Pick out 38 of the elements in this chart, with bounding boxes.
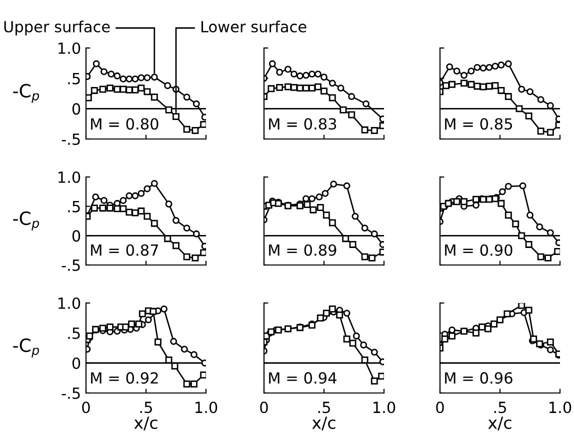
y-tick-label: .5	[68, 328, 80, 340]
y-tick-label: .5	[68, 201, 80, 212]
x-tick-label: .5	[494, 402, 506, 414]
annotation: M = 0.85	[445, 118, 512, 130]
y-tick-label: -.5	[62, 134, 80, 146]
y-tick-label: 1.0	[58, 171, 80, 184]
x-tick-label: 0	[82, 402, 90, 414]
y-tick-label: -.5	[62, 388, 80, 400]
y-tick-label: 1.0	[58, 297, 80, 310]
annotation: M = 0.90	[445, 244, 512, 256]
x-tick-label: 0	[436, 402, 444, 414]
x-tick-label: 1.0	[374, 402, 396, 414]
annotation: M = 0.96	[445, 372, 512, 384]
series-label: Upper surface	[4, 20, 110, 36]
annotation: M = 0.83	[269, 118, 336, 130]
y-tick-label: 0	[72, 103, 80, 115]
y-tick-label: .5	[68, 73, 80, 84]
y-tick-label: 0	[72, 230, 80, 242]
x-axis-title: x/c	[488, 416, 512, 430]
x-axis-title: x/c	[134, 416, 158, 430]
y-axis-title: -C$_{p}$	[13, 338, 40, 358]
y-axis-title: -C$_{p}$	[13, 84, 40, 103]
x-tick-label: 0	[260, 402, 268, 414]
annotation: M = 0.89	[269, 244, 336, 256]
annotation: M = 0.92	[91, 372, 158, 384]
x-tick-label: 1.0	[550, 402, 572, 414]
annotation: M = 0.94	[269, 372, 336, 384]
annotation: M = 0.87	[91, 244, 158, 256]
y-tick-label: 1.0	[58, 42, 80, 54]
y-tick-label: 0	[72, 357, 80, 370]
x-tick-label: .5	[140, 402, 152, 414]
x-tick-label: .5	[318, 402, 330, 414]
x-axis-title: x/c	[312, 416, 336, 430]
x-tick-label: 1.0	[196, 402, 218, 414]
text: Lower surface	[202, 20, 306, 32]
y-tick-label: -.5	[62, 260, 80, 272]
y-axis-title: -C$_{p}$	[13, 211, 40, 230]
annotation: M = 0.80	[91, 118, 158, 130]
